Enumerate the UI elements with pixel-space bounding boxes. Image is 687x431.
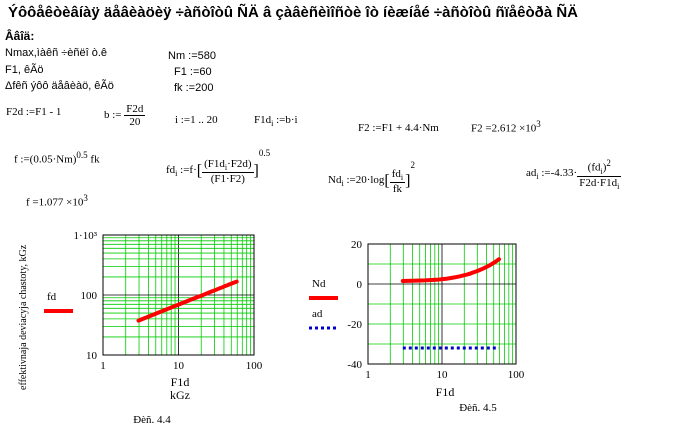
chart2-ytick-label: -20 [347, 319, 362, 331]
given-line-dfk: Δfêñ ýôô äåâèàö, êÃö [5, 80, 114, 92]
chart1-xtick-label: 1 [100, 360, 106, 372]
i-range-formula[interactable]: i :=1 .. 20 [175, 114, 218, 126]
chart1-legend-label-fd: fd [47, 291, 57, 303]
chart2-legend-label-ad: ad [312, 308, 323, 320]
fd-formula[interactable]: fdi :=f·[ (F1di·F2d) (F1·F2) ] 0.5 [166, 148, 270, 185]
nd-formula-exp: 2 [410, 160, 415, 170]
chart2-xtick-label: 100 [508, 369, 525, 381]
f-formula-tail: fk [87, 153, 100, 166]
f2-result[interactable]: F2 =2.612 ×103 [471, 119, 541, 135]
ad-formula[interactable]: adi :=-4.33· (fdi)2 F2d·F1di [526, 158, 622, 192]
chart1-xunit: kGz [170, 388, 190, 402]
f1d-rhs: :=b·i [273, 114, 298, 126]
b-formula[interactable]: b := F2d 20 [104, 103, 146, 128]
f1-value[interactable]: F1 :=60 [174, 66, 212, 78]
chart1-frame [102, 234, 255, 356]
chart1-xlabel: F1d [171, 375, 190, 389]
nd-open-bracket: [ [384, 172, 390, 190]
fd-formula-exp: 0.5 [258, 148, 271, 158]
fd-close-bracket: ] [253, 162, 259, 180]
f-result-base: f =1.077 ×10 [26, 196, 84, 209]
f-formula-base: f :=(0.05·Nm) [14, 153, 77, 166]
chart2-ytick-label: -40 [347, 359, 362, 371]
f2-definition[interactable]: F2 :=F1 + 4.4·Nm [358, 122, 439, 134]
b-formula-num: F2d [124, 103, 146, 116]
nd-formula-lhs: Ndi :=20·log [328, 174, 385, 189]
chart1-ytick-label: 100 [81, 290, 98, 302]
nd-formula[interactable]: Ndi :=20·log[ fdi fk ] 2 [328, 160, 415, 195]
chart2-ytick-label: 20 [351, 239, 363, 251]
b-formula-fraction: F2d 20 [124, 103, 146, 128]
f-result-exp: 3 [83, 193, 88, 203]
fd-formula-fraction: (F1di·F2d) (F1·F2) [202, 157, 254, 186]
nd-close-bracket: ] [405, 172, 411, 190]
f2d-formula[interactable]: F2d :=F1 - 1 [6, 106, 62, 118]
chart2-ytick-label: 0 [357, 279, 363, 291]
f-formula[interactable]: f :=(0.05·Nm)0.5 fk [14, 150, 100, 166]
chart2-xtick-label: 10 [437, 369, 449, 381]
nm-value[interactable]: Nm :=580 [168, 50, 216, 62]
f1d-lhs: F1d [254, 114, 272, 126]
b-formula-den: 20 [129, 116, 141, 128]
chart2-xtick-label: 1 [365, 369, 371, 381]
chart1-ytick-label: 10 [86, 350, 98, 362]
chart2-caption: Ðèñ. 4.5 [459, 402, 497, 414]
f-result[interactable]: f =1.077 ×103 [26, 193, 88, 209]
ad-formula-fraction: (fdi)2 F2d·F1di [577, 158, 622, 192]
chart2-legend-label-Nd: Nd [312, 278, 326, 290]
f1d-formula[interactable]: F1di :=b·i [254, 114, 298, 128]
given-line-f1: F1, êÃö [5, 64, 44, 76]
f2-result-base: F2 =2.612 ×10 [471, 122, 537, 135]
chart1-series-fd [136, 279, 239, 323]
f1d-sub: i [271, 119, 274, 129]
b-formula-lhs: b := [104, 109, 122, 122]
chart1-xtick-label: 10 [173, 360, 185, 372]
chart1-ylabel: effektivnaja deviacyja chastoty, kGz [18, 244, 29, 390]
chart2-frame [367, 243, 517, 365]
fd-open-bracket: [ [196, 162, 203, 180]
f2-result-exp: 3 [536, 119, 541, 129]
ad-formula-lhs: adi :=-4.33· [526, 167, 578, 182]
given-heading: Ââîä: [5, 29, 35, 43]
chart1-caption: Ðèñ. 4.4 [133, 414, 171, 426]
chart1-xtick-label: 100 [246, 360, 263, 372]
chart2-xlabel: F1d [436, 385, 455, 399]
fd-formula-lhs: fdi :=f· [166, 164, 197, 179]
f-formula-exp: 0.5 [76, 150, 88, 160]
sheet-title: Ýôôåêòèâíàÿ äåâèàöèÿ ÷àñòîòû ÑÄ â çàâèñè… [8, 4, 578, 21]
fk-value[interactable]: fk :=200 [174, 82, 214, 94]
chart1-ytick-label: 1·10³ [74, 230, 98, 242]
nd-formula-fraction: fdi fk [389, 167, 406, 196]
chart2-series-Nd [400, 257, 501, 283]
given-line-nmax: Nmax,ìàêñ ÷èñëî ò.ê [5, 47, 108, 59]
